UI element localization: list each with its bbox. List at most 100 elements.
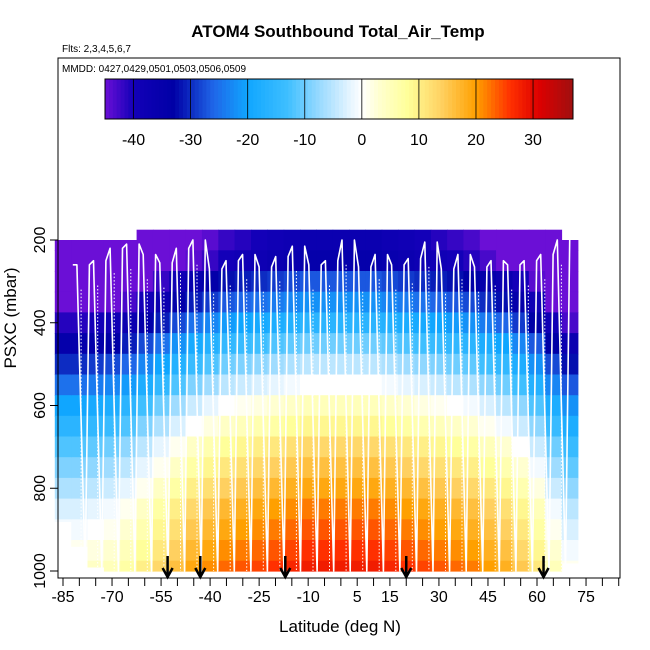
- heatmap-cell: [251, 519, 268, 541]
- heatmap-cell: [54, 240, 72, 251]
- heatmap-cell: [349, 415, 366, 438]
- heatmap-cell: [169, 353, 187, 376]
- heatmap-cell: [136, 415, 154, 438]
- heatmap-cell: [545, 560, 563, 572]
- colorbar-segment: [124, 79, 129, 119]
- colorbar-segment: [534, 79, 539, 119]
- heatmap-cell: [528, 395, 546, 417]
- takeoff-marker-layer: [161, 556, 550, 580]
- heatmap-cell: [414, 560, 432, 572]
- heatmap-cell: [528, 374, 546, 396]
- heatmap-cell: [234, 560, 252, 572]
- heatmap-cell: [496, 457, 513, 479]
- heatmap-cell: [332, 436, 350, 458]
- heatmap-cell: [316, 353, 334, 376]
- x-tick-label: 30: [430, 589, 448, 606]
- heatmap-cell: [447, 457, 464, 479]
- colorbar-tick-label: 0: [357, 132, 366, 149]
- heatmap-cell: [218, 519, 236, 541]
- heatmap-cell: [463, 519, 481, 541]
- colorbar-segment: [358, 79, 363, 119]
- colorbar-segment: [483, 79, 488, 119]
- heatmap-cell: [201, 436, 219, 458]
- heatmap-cell: [152, 395, 170, 417]
- heatmap-cell: [349, 560, 366, 572]
- heatmap-cell: [169, 333, 187, 355]
- heatmap-cell: [218, 333, 236, 355]
- heatmap-cell: [54, 312, 72, 334]
- heatmap-cell: [234, 291, 252, 313]
- heatmap-cell: [381, 291, 399, 313]
- heatmap-cell: [185, 540, 203, 562]
- heatmap-cell: [463, 229, 481, 251]
- heatmap-cell: [185, 436, 203, 458]
- heatmap-cell: [201, 457, 219, 479]
- y-tick-label: 1000: [32, 553, 49, 589]
- heatmap-cell: [479, 457, 497, 479]
- heatmap-cell: [201, 560, 219, 572]
- heatmap-cell: [561, 436, 579, 458]
- heatmap-cell: [430, 291, 448, 313]
- heatmap-cell: [414, 477, 432, 500]
- heatmap-cell: [300, 498, 317, 520]
- heatmap-cell: [103, 560, 121, 572]
- heatmap-cell: [512, 353, 530, 376]
- colorbar-segment: [350, 79, 356, 119]
- colorbar-segment: [261, 79, 266, 119]
- y-tick-label: 800: [32, 475, 49, 502]
- heatmap-cell: [512, 271, 530, 293]
- heatmap-cell: [463, 560, 481, 572]
- heatmap-cell: [234, 498, 252, 520]
- heatmap-cell: [447, 291, 464, 313]
- heatmap-cell: [528, 436, 546, 458]
- colorbar-segment: [288, 79, 293, 119]
- heatmap-cell: [496, 229, 513, 251]
- heatmap-cell: [218, 498, 236, 520]
- heatmap-cell: [267, 498, 285, 520]
- heatmap-cell: [120, 271, 138, 293]
- heatmap-cell: [528, 457, 546, 479]
- colorbar-segment: [479, 79, 484, 119]
- heatmap-cell: [218, 457, 236, 479]
- heatmap-cell: [381, 436, 399, 458]
- heatmap-cell: [512, 250, 530, 272]
- heatmap-cell: [218, 374, 236, 396]
- colorbar-segment: [342, 79, 348, 119]
- colorbar-segment: [108, 79, 114, 119]
- heatmap-cell: [349, 436, 366, 458]
- heatmap-cell: [316, 519, 334, 541]
- heatmap-cell: [103, 291, 121, 313]
- heatmap-cell: [201, 333, 219, 355]
- colorbar-segment: [366, 79, 371, 119]
- heatmap-cell: [463, 291, 481, 313]
- heatmap-cell: [463, 271, 481, 293]
- heatmap-cell: [283, 229, 301, 251]
- heatmap-cell: [381, 477, 399, 500]
- colorbar-segment: [409, 79, 414, 119]
- heatmap-cell: [169, 415, 187, 438]
- colorbar-segment: [389, 79, 395, 119]
- heatmap-cell: [120, 250, 138, 272]
- heatmap-cell: [136, 374, 154, 396]
- heatmap-cell: [528, 353, 546, 376]
- heatmap-cell: [479, 374, 497, 396]
- heatmap-cell: [120, 560, 138, 572]
- heatmap-cell: [545, 415, 563, 438]
- heatmap-cell: [120, 436, 138, 458]
- heatmap-cell: [512, 477, 530, 500]
- heatmap-cell: [528, 291, 546, 313]
- heatmap-cell: [430, 271, 448, 293]
- heatmap-cell: [316, 540, 334, 562]
- colorbar-segment: [292, 79, 297, 119]
- heatmap-cell: [267, 519, 285, 541]
- colorbar-segment: [498, 79, 504, 119]
- heatmap-cell: [54, 519, 72, 522]
- x-axis: -85 -70 -55 -40 -25 -10 5 15 30 45 60 75: [51, 578, 620, 606]
- heatmap-cell: [218, 395, 236, 417]
- heatmap-cell: [152, 436, 170, 458]
- heatmap-cell: [381, 498, 399, 520]
- heatmap-cell: [54, 415, 72, 438]
- heatmap-cell: [496, 291, 513, 313]
- heatmap-cell: [103, 477, 121, 500]
- heatmap-cell: [120, 540, 138, 562]
